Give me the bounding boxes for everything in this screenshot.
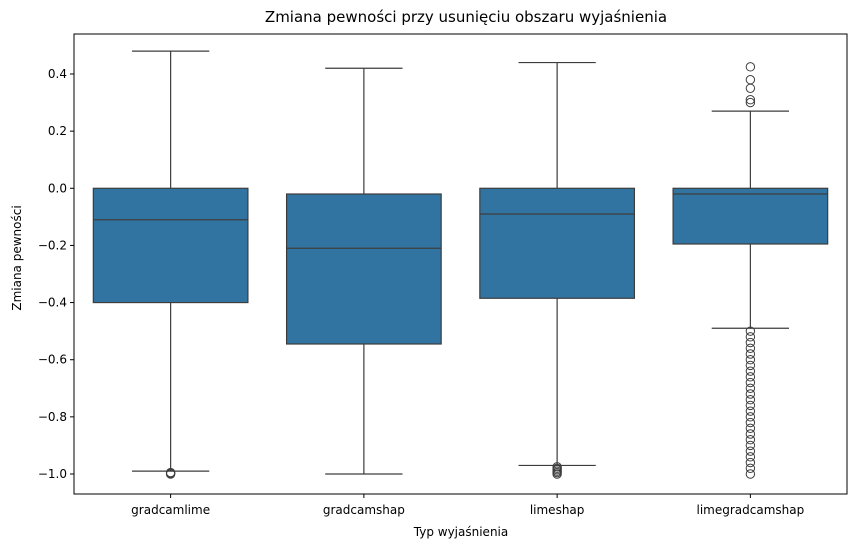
x-axis-label: Typ wyjaśnienia	[413, 525, 508, 539]
outlier-point	[745, 435, 756, 445]
outlier-point	[745, 83, 756, 93]
outlier-point	[745, 389, 756, 399]
outlier-point	[745, 343, 756, 353]
y-tick-label: −0.2	[38, 238, 67, 252]
chart-title: Zmiana pewności przy usunięciu obszaru w…	[265, 8, 667, 26]
outlier-point	[745, 412, 756, 422]
box-limegradcamshap	[672, 187, 829, 245]
outlier-point	[745, 446, 756, 456]
outlier-point	[745, 452, 756, 462]
y-tick-label: 0.0	[48, 181, 67, 195]
plot-area: gradcamlime gradcamshap limeshap limegradca…	[38, 33, 848, 517]
y-tick-label: −0.6	[38, 353, 67, 367]
outlier-point	[745, 440, 756, 451]
outlier-point	[745, 406, 756, 416]
y-tick-label: 0.4	[48, 67, 67, 81]
outlier-point	[745, 417, 756, 428]
outlier-point	[745, 360, 756, 371]
outlier-point	[745, 326, 756, 336]
outlier-point	[745, 97, 756, 108]
outlier-point	[745, 429, 756, 439]
outlier-point	[745, 366, 756, 376]
x-tick-label: gradcamshap	[323, 503, 405, 517]
y-tick-label: 0.2	[48, 124, 67, 138]
outlier-point	[745, 377, 756, 388]
y-tick-label: −1.0	[38, 467, 67, 481]
plot-frame	[73, 33, 848, 495]
outlier-point	[165, 468, 176, 479]
outlier-point	[745, 400, 756, 411]
outlier-point	[745, 95, 756, 105]
outlier-point	[745, 463, 756, 473]
box-gradcamlime	[92, 187, 249, 304]
outlier-point	[745, 337, 756, 348]
y-tick-label: −0.8	[38, 410, 67, 424]
outlier-point	[745, 469, 756, 479]
y-tick-label: −0.4	[38, 296, 67, 310]
outlier-point	[745, 75, 756, 85]
x-tick-label: gradcamlime	[131, 503, 210, 517]
outlier-point	[745, 332, 756, 342]
x-tick-label: limegradcamshap	[697, 503, 805, 517]
y-axis-label: Zmiana pewności	[10, 205, 24, 310]
outlier-point	[745, 395, 756, 405]
outlier-point	[745, 457, 756, 468]
outlier-point	[745, 372, 756, 382]
outlier-point	[745, 423, 756, 433]
outlier-point	[552, 469, 562, 479]
box-limeshap	[479, 187, 636, 299]
outlier-point	[745, 349, 756, 359]
box-gradcamshap	[285, 193, 442, 345]
x-tick-label: limeshap	[530, 503, 585, 517]
outlier-point	[745, 355, 756, 365]
outlier-point	[745, 383, 756, 393]
outlier-point	[745, 62, 756, 72]
